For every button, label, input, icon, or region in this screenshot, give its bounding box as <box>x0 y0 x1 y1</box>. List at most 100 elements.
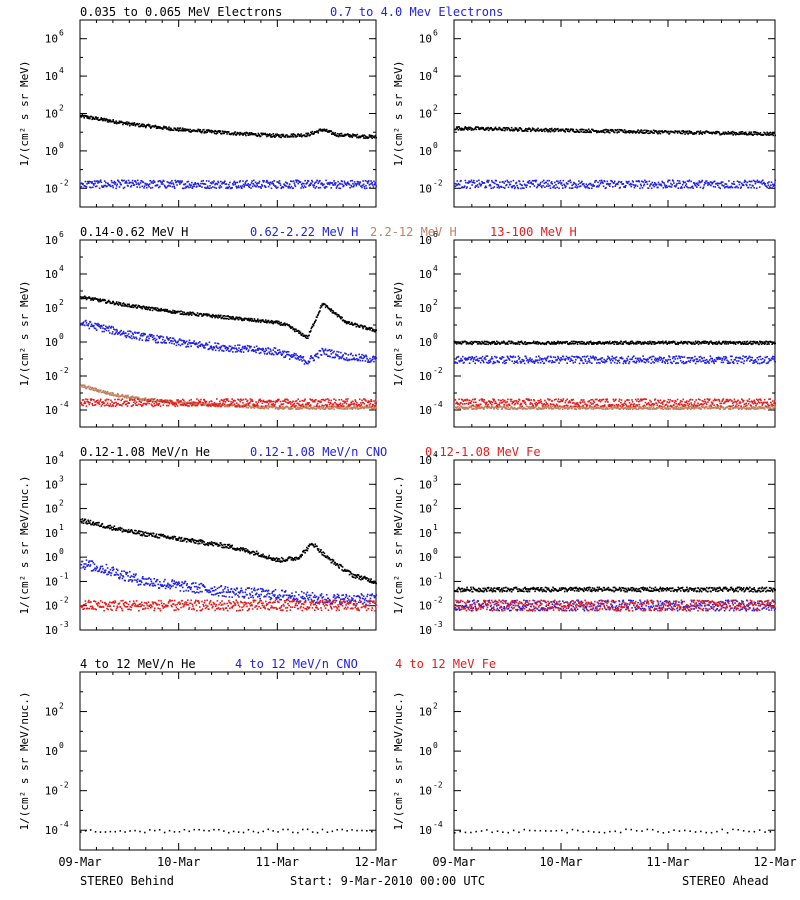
data-point-blue <box>373 360 375 363</box>
y-tick-label: 10 <box>45 404 58 417</box>
data-point-black <box>245 134 247 137</box>
panel-title-r2-left-2: 2.2-12 MeV H <box>370 225 457 239</box>
data-point-tan <box>299 407 301 410</box>
data-point-black <box>114 122 117 124</box>
data-point-black <box>118 302 121 304</box>
data-point-red <box>162 400 164 403</box>
data-point-blue <box>654 182 656 184</box>
data-point-black <box>99 300 102 303</box>
data-point-red <box>277 399 280 402</box>
data-point-blue <box>357 359 359 362</box>
data-point-black <box>604 341 607 343</box>
data-point-tan <box>124 396 126 398</box>
data-point-black <box>247 317 250 320</box>
data-point-red <box>226 399 228 402</box>
data-point-black <box>351 136 354 139</box>
data-point-black <box>140 123 143 126</box>
data-point-blue <box>136 179 139 182</box>
data-point-blue <box>599 179 601 182</box>
data-point-blue <box>220 345 223 348</box>
data-point-black <box>760 343 763 345</box>
data-point-red <box>266 401 269 403</box>
data-point-blue <box>613 182 615 184</box>
data-point-tan <box>286 405 289 408</box>
data-point-black <box>363 134 366 137</box>
data-point-blue <box>229 181 231 184</box>
data-point-blue <box>737 186 739 189</box>
data-point-black <box>233 133 235 135</box>
data-point-red <box>126 400 128 403</box>
data-point-black <box>474 127 476 129</box>
data-point-blue <box>767 184 770 186</box>
data-point-blue <box>639 187 641 190</box>
data-point-black <box>243 132 246 134</box>
data-point-black <box>313 132 315 134</box>
data-point-black <box>494 342 497 344</box>
data-point-red <box>253 404 255 407</box>
data-point-black <box>689 341 691 344</box>
data-point-blue <box>129 336 132 339</box>
data-point-black <box>203 128 205 131</box>
data-point-black <box>733 131 735 134</box>
data-point-blue <box>232 182 234 185</box>
data-point-blue <box>662 187 665 189</box>
data-point-black <box>662 342 665 345</box>
data-point-blue <box>302 187 305 189</box>
data-point-red <box>234 400 236 402</box>
data-point-red <box>116 403 118 405</box>
data-point-blue <box>359 181 362 183</box>
data-point-blue <box>543 182 546 185</box>
data-point-blue <box>293 352 296 355</box>
data-point-black <box>181 311 184 313</box>
data-point-blue <box>330 353 333 355</box>
data-point-black <box>213 131 215 133</box>
data-point-blue <box>493 186 496 188</box>
data-point-black <box>683 341 685 343</box>
data-point-blue <box>358 182 361 185</box>
data-point-red <box>326 404 329 406</box>
data-point-blue <box>218 346 221 349</box>
y-tick-label: 10 <box>45 33 58 46</box>
data-point-black <box>142 125 145 128</box>
data-point-blue <box>328 183 331 186</box>
data-point-black <box>510 126 513 129</box>
data-point-blue <box>750 186 752 189</box>
data-point-blue <box>347 354 350 356</box>
data-point-red <box>352 400 354 403</box>
data-point-black <box>345 322 348 325</box>
data-point-black <box>646 130 649 132</box>
data-point-blue <box>147 335 149 338</box>
data-point-blue <box>162 336 165 338</box>
data-point-black <box>746 343 748 345</box>
data-point-blue <box>575 184 578 187</box>
data-point-blue <box>110 179 113 182</box>
data-point-red <box>254 405 256 407</box>
data-point-blue <box>208 341 211 344</box>
data-point-red <box>115 401 117 404</box>
data-point-blue <box>718 182 721 185</box>
data-point-black <box>680 340 683 343</box>
data-point-black <box>323 129 325 132</box>
data-point-black <box>752 340 755 343</box>
data-point-tan <box>233 404 236 406</box>
data-point-blue <box>470 180 472 183</box>
data-point-black <box>189 128 191 131</box>
data-point-black <box>188 130 191 133</box>
data-point-red <box>181 398 184 401</box>
data-point-red <box>168 402 171 405</box>
data-point-black <box>91 118 93 121</box>
data-point-black <box>728 133 730 135</box>
data-point-blue <box>105 181 107 184</box>
data-point-tan <box>290 407 293 410</box>
data-point-blue <box>683 182 685 184</box>
data-point-blue <box>362 180 364 182</box>
data-point-blue <box>554 181 556 184</box>
data-point-blue <box>125 180 128 182</box>
data-point-blue <box>341 356 343 358</box>
data-point-black <box>536 129 539 132</box>
data-point-tan <box>328 406 331 408</box>
data-point-black <box>771 132 773 134</box>
data-point-black <box>138 122 141 125</box>
data-point-black <box>329 310 332 312</box>
data-point-black <box>731 130 734 133</box>
